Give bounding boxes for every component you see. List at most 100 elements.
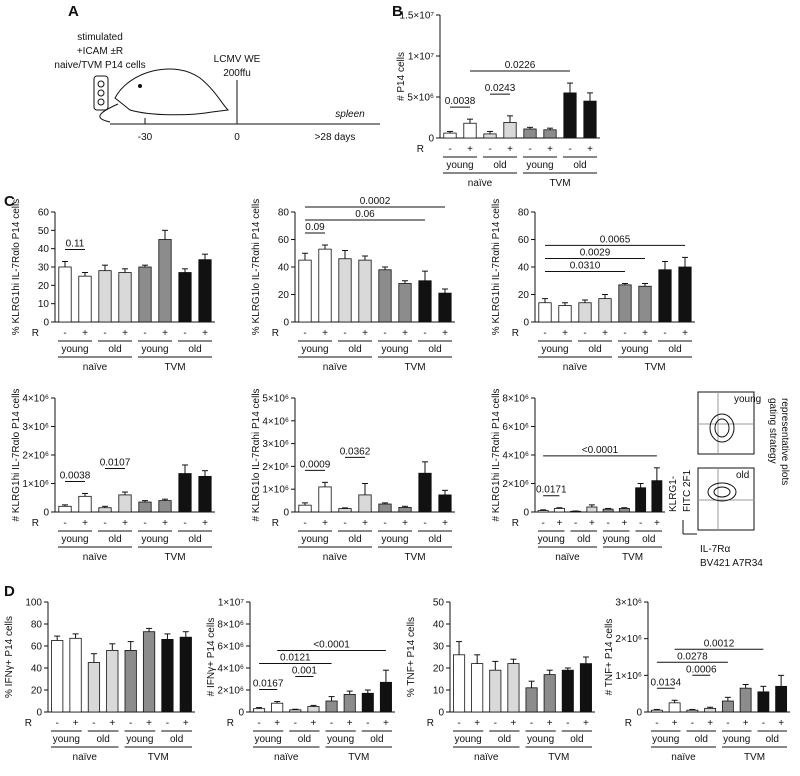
supergroup-label: TVM xyxy=(644,362,665,373)
y-tick-label: 20 xyxy=(433,664,445,675)
bar xyxy=(438,292,452,323)
bar xyxy=(721,700,734,713)
p-value: <0.0001 xyxy=(582,445,619,456)
timeline-diagram: stimulated +ICAM ±R naive/TVM P14 cells … xyxy=(54,32,380,143)
bar xyxy=(586,506,598,513)
r-label: R xyxy=(272,328,279,339)
y-tick-label: 80 xyxy=(31,620,43,631)
bar xyxy=(298,504,312,513)
x-tick-label: - xyxy=(606,518,609,529)
y-tick-label: 4×10⁶ xyxy=(262,416,289,427)
y-tick-label: 10 xyxy=(433,686,445,697)
y-axis-label: % KLRG1lo IL-7Rαhi P14 cells xyxy=(251,199,262,335)
supergroup-label: naïve xyxy=(274,752,299,763)
supergroup-label: naïve xyxy=(555,552,580,563)
r-label: R xyxy=(417,144,424,155)
x-tick-label: + xyxy=(311,718,317,729)
x-tick-label: + xyxy=(442,328,448,339)
diagram-text: spleen xyxy=(335,109,365,120)
x-tick-label: + xyxy=(589,518,595,529)
bar xyxy=(58,266,72,323)
x-tick-label: + xyxy=(322,518,328,529)
bar xyxy=(507,663,520,713)
y-tick-label: 20 xyxy=(278,290,290,301)
p-value: 0.0065 xyxy=(600,234,631,245)
bar xyxy=(418,472,432,513)
bar xyxy=(635,487,647,513)
x-tick-label: + xyxy=(511,718,517,729)
x-tick-label: - xyxy=(366,718,369,729)
mouse-eye xyxy=(138,84,142,88)
y-axis-label: # KLRG1hi IL-7Rαlo P14 cells xyxy=(11,388,22,521)
y-tick-label: 40 xyxy=(518,263,530,274)
x-tick-label: + xyxy=(73,718,79,729)
x-tick-label: + xyxy=(202,518,208,529)
bar xyxy=(318,486,332,513)
y-tick-label: 100 xyxy=(25,598,42,609)
x-tick-label: - xyxy=(56,718,59,729)
y-tick-label: 1×10⁷ xyxy=(218,598,245,609)
x-tick-label: - xyxy=(383,328,386,339)
x-tick-label: + xyxy=(122,328,128,339)
bar xyxy=(598,298,612,323)
y-tick-label: 40 xyxy=(278,263,290,274)
x-tick-label: - xyxy=(183,518,186,529)
flow-plot xyxy=(697,467,755,531)
y-tick-label: 20 xyxy=(518,290,530,301)
x-tick-label: + xyxy=(82,518,88,529)
y-tick-label: 60 xyxy=(38,208,50,219)
bar xyxy=(158,500,172,513)
supergroup-label: TVM xyxy=(148,752,169,763)
group-label: old xyxy=(298,734,311,745)
x-tick-label: + xyxy=(362,518,368,529)
p-value: 0.0038 xyxy=(445,96,476,107)
x-tick-label: + xyxy=(202,328,208,339)
p-value: 0.09 xyxy=(305,222,325,233)
group-label: old xyxy=(570,734,583,745)
x-tick-label: + xyxy=(654,518,660,529)
group-label: young xyxy=(526,160,553,171)
group-label: old xyxy=(348,534,361,545)
bar xyxy=(51,640,64,713)
supergroup-label: TVM xyxy=(548,752,569,763)
bar xyxy=(538,302,552,323)
group-label: young xyxy=(126,734,153,745)
supergroup-label: TVM xyxy=(622,552,643,563)
x-tick-label: - xyxy=(655,718,658,729)
y-tick-label: 4×10⁶ xyxy=(217,664,244,675)
flow-axis: BV421 A7R34 xyxy=(700,558,763,569)
syringe-dot xyxy=(97,98,105,106)
y-tick-label: 0 xyxy=(36,708,42,719)
supergroup-label: TVM xyxy=(549,178,570,189)
group-label: young xyxy=(141,534,168,545)
y-tick-label: 1×10⁶ xyxy=(22,479,49,490)
y-tick-label: 0 xyxy=(428,134,434,145)
y-tick-label: 40 xyxy=(31,664,43,675)
bar xyxy=(579,663,592,713)
y-tick-label: 0 xyxy=(523,508,529,519)
p-value: 0.0362 xyxy=(340,446,371,457)
x-tick-label: - xyxy=(92,718,95,729)
group-label: old xyxy=(188,534,201,545)
group-label: young xyxy=(61,534,88,545)
bar xyxy=(298,259,312,323)
p-value: <0.0001 xyxy=(313,640,350,651)
r-label: R xyxy=(25,718,32,729)
group-label: young xyxy=(446,160,473,171)
bar xyxy=(757,691,770,713)
p-value: 0.0029 xyxy=(580,248,611,259)
y-axis-label: # P14 cells xyxy=(396,52,407,101)
x-tick-label: + xyxy=(383,718,389,729)
bar xyxy=(525,687,538,713)
y-tick-label: 0 xyxy=(283,318,289,329)
y-tick-label: 5×10⁶ xyxy=(407,93,434,104)
x-tick-label: - xyxy=(129,718,132,729)
y-tick-label: 60 xyxy=(31,642,43,653)
group-label: young xyxy=(61,344,88,355)
bar xyxy=(739,687,752,713)
p-value: 0.0121 xyxy=(280,653,311,664)
r-label: R xyxy=(427,718,434,729)
flow-label: young xyxy=(734,394,761,405)
bar xyxy=(198,259,212,323)
group-label: young xyxy=(301,344,328,355)
